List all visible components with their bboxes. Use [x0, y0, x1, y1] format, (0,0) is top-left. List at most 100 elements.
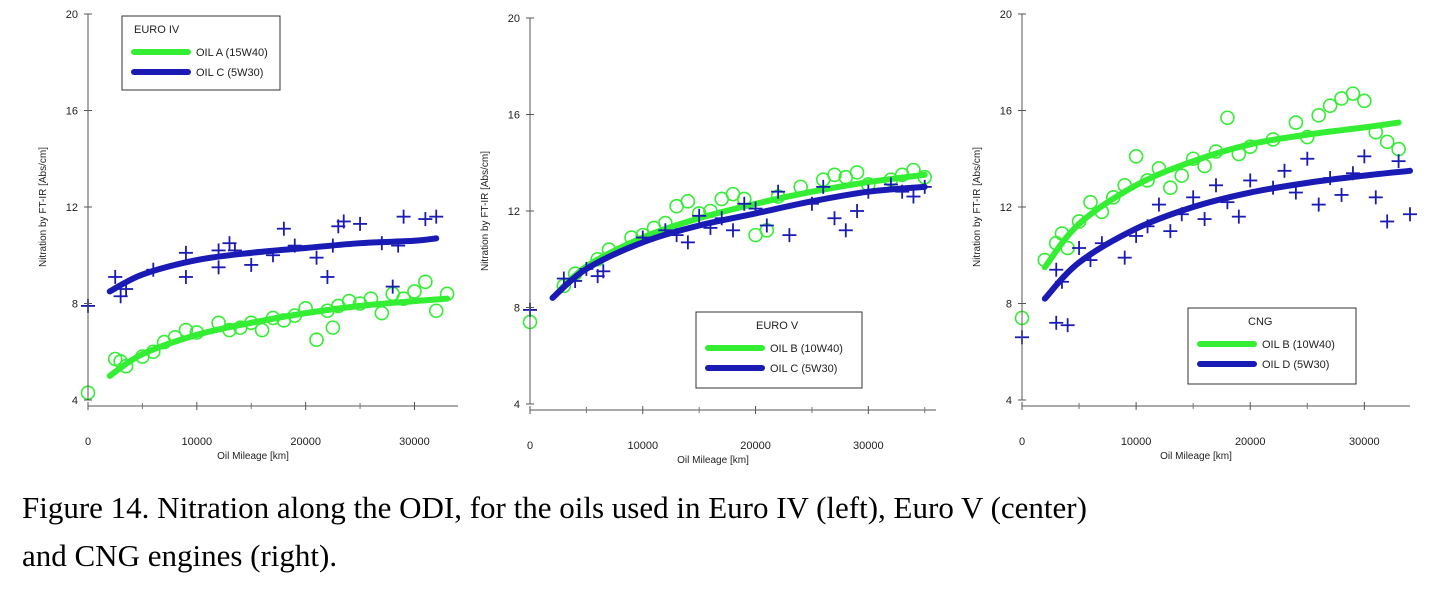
data-point [1288, 185, 1303, 200]
data-point [1277, 163, 1292, 178]
data-point [838, 223, 853, 238]
legend-title: CNG [1248, 316, 1272, 328]
legend-label-oil-c: OIL C (5W30) [770, 363, 837, 375]
data-point [374, 305, 390, 321]
y-tick-label: 20 [1000, 9, 1012, 21]
y-tick-label: 12 [508, 206, 520, 218]
data-point [1163, 180, 1178, 195]
y-tick-label: 16 [1000, 106, 1012, 118]
data-point [385, 279, 400, 294]
data-point [276, 221, 291, 236]
fit-curve [106, 235, 440, 295]
series-1 [81, 209, 444, 313]
y-tick-label: 20 [508, 13, 520, 25]
chart-cng: 4 8 12 16 20 0 10000 20000 30000 Oil Mileage [km… [972, 9, 1417, 462]
caption-line-2: and CNG engines (right). [22, 538, 338, 573]
data-point [1391, 154, 1406, 169]
data-point [178, 269, 193, 284]
data-point [1311, 108, 1327, 123]
data-point [309, 332, 324, 347]
data-point [827, 167, 842, 183]
y-tick-label: 16 [508, 110, 520, 122]
data-point [353, 216, 368, 231]
x-axis-title: Oil Mileage [km] [677, 455, 749, 466]
y-tick-label: 4 [1006, 395, 1012, 407]
x-tick-label: 30000 [1349, 436, 1380, 448]
data-point [396, 209, 411, 224]
data-point [418, 212, 433, 227]
legend-cng: CNG OIL B (10W40) OIL D (5W30) [1187, 307, 1357, 385]
figure-panels: 4 8 12 16 20 0 10000 20000 30000 Oil Mileage [km… [38, 9, 1417, 466]
data-point [1368, 190, 1383, 205]
data-point [320, 269, 335, 284]
x-tick-label: 0 [1019, 436, 1025, 448]
data-point [737, 196, 752, 211]
data-point [1072, 241, 1087, 256]
data-point [222, 236, 237, 251]
data-point [759, 218, 774, 233]
data-point [1083, 194, 1098, 210]
x-tick-label: 10000 [627, 440, 658, 452]
x-tick-label: 0 [85, 436, 91, 448]
data-point [726, 223, 740, 238]
data-point [1174, 168, 1190, 183]
legend-label-oil-b: OIL B (10W40) [1262, 339, 1335, 351]
data-point [1311, 197, 1326, 212]
data-point [1357, 149, 1372, 164]
data-point [309, 250, 324, 265]
data-point [849, 165, 865, 180]
y-tick-label: 4 [514, 399, 520, 411]
data-point [407, 284, 422, 299]
legend-title: EURO IV [134, 24, 180, 36]
data-point [1049, 262, 1064, 277]
data-point [1151, 197, 1166, 212]
legend-euro-v: EURO V OIL B (10W40) OIL C (5W30) [695, 311, 863, 389]
series-0 [80, 274, 455, 401]
data-point [325, 320, 341, 335]
data-point [1357, 93, 1372, 109]
y-tick-label: 8 [72, 299, 78, 311]
data-point [680, 235, 695, 250]
data-point [254, 322, 270, 338]
data-point [816, 179, 831, 194]
data-point [906, 189, 921, 204]
data-point [850, 204, 865, 218]
data-point [1209, 178, 1223, 193]
y-tick-label: 20 [66, 9, 78, 21]
legend-euro-iv: EURO IV OIL A (15W40) OIL C (5W30) [121, 15, 281, 91]
y-tick-label: 8 [1006, 299, 1012, 311]
data-point [1322, 98, 1338, 113]
data-point [1186, 190, 1201, 205]
chart-euro-v: 4 8 12 16 20 0 10000 20000 30000 Oil Mileage [km… [480, 13, 936, 466]
x-tick-label: 10000 [1121, 436, 1152, 448]
x-tick-label: 10000 [182, 436, 213, 448]
legend-title: EURO V [756, 320, 799, 332]
x-axis-title: Oil Mileage [km] [1160, 451, 1232, 462]
y-axis-title: Nitration by FT-IR [Abs/cm] [38, 147, 49, 267]
x-tick-label: 20000 [740, 440, 771, 452]
data-point [827, 211, 842, 226]
data-point [1220, 110, 1235, 126]
data-point [1391, 141, 1406, 157]
data-point [1300, 151, 1315, 166]
caption-line-1: Figure 14. Nitration along the ODI, for … [22, 490, 1087, 525]
y-tick-label: 4 [72, 395, 78, 407]
data-point [1060, 318, 1075, 333]
data-point [1128, 149, 1144, 164]
data-point [680, 194, 696, 209]
y-tick-label: 12 [1000, 202, 1012, 214]
x-tick-label: 20000 [290, 436, 321, 448]
y-tick-label: 16 [66, 106, 78, 118]
data-point [1288, 115, 1304, 130]
data-point [429, 209, 444, 224]
data-point [1334, 187, 1349, 202]
x-axis-title: Oil Mileage [km] [217, 451, 289, 462]
legend-label-oil-c: OIL C (5W30) [196, 67, 263, 79]
y-axis-title: Nitration by FT-IR [Abs/cm] [480, 151, 491, 271]
series-0 [1014, 86, 1406, 326]
data-point [211, 260, 226, 275]
x-tick-label: 20000 [1235, 436, 1266, 448]
legend-label-oil-b: OIL B (10W40) [770, 343, 843, 355]
data-point [1403, 207, 1417, 222]
data-point [771, 184, 786, 199]
